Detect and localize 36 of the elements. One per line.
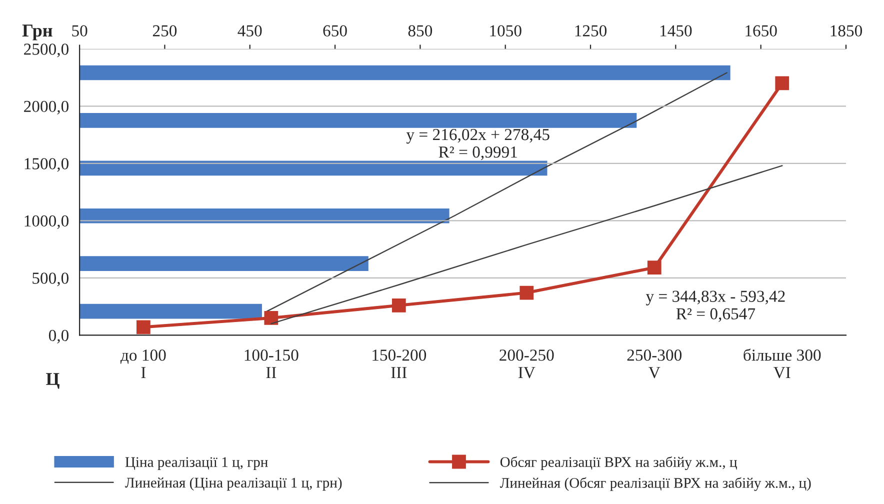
x-tick-label: 1450 [660,25,692,36]
x-tick-label: 1250 [575,25,607,36]
x-tick-label: до 100 I [120,350,166,378]
point [392,298,406,312]
x-axis-title: Ц [46,373,60,389]
y-tick-label: 500,0 [32,272,69,286]
x-tick-label: 650 [323,25,347,36]
y-tick-label: 1000,0 [24,215,69,229]
annotation: y = 344,83x - 593,42 R² = 0,6547 [646,290,785,322]
x-tick-label: 1050 [490,25,522,36]
x-tick-label: 50 [72,25,88,36]
x-tick-label: 250-300 V [627,350,682,378]
point [647,260,662,275]
annotation: y = 216,02x + 278,45 R² = 0,9991 [406,128,550,160]
point [136,320,150,334]
x-tick-label: 1650 [746,25,777,36]
x-tick-label: 100-150 II [244,350,298,378]
point [520,286,534,300]
x-tick-label: більше 300 VI [744,348,821,378]
y-tick-label: 1500,0 [24,158,69,172]
x-tick-label: 250 [152,25,177,36]
y-tick-label: 2000,0 [24,100,69,114]
legend-label: Линейная (Ціна реалізації 1 ц, грн) [125,477,342,491]
x-tick-label: 450 [238,25,262,36]
legend-label: Линейная (Обсяг реалізації ВРХ на забійу ж.м., ц) [500,477,811,491]
point [264,311,278,325]
y-tick-label: 0,0 [48,330,69,344]
legend-label: Обсяг реалізації ВРХ на забійу ж.м., ц [500,456,737,470]
y-tick-label: 2500,0 [24,44,69,58]
y-axis-title: Грн [22,24,52,40]
x-tick-label: 850 [408,25,432,36]
x-tick-label: 200-250 IV [500,350,554,378]
x-tick-label: 150-200 III [372,350,426,378]
legend-label: Ціна реалізації 1 ц, грн [125,457,268,470]
point [775,76,790,90]
x-tick-label: 1850 [830,25,862,36]
